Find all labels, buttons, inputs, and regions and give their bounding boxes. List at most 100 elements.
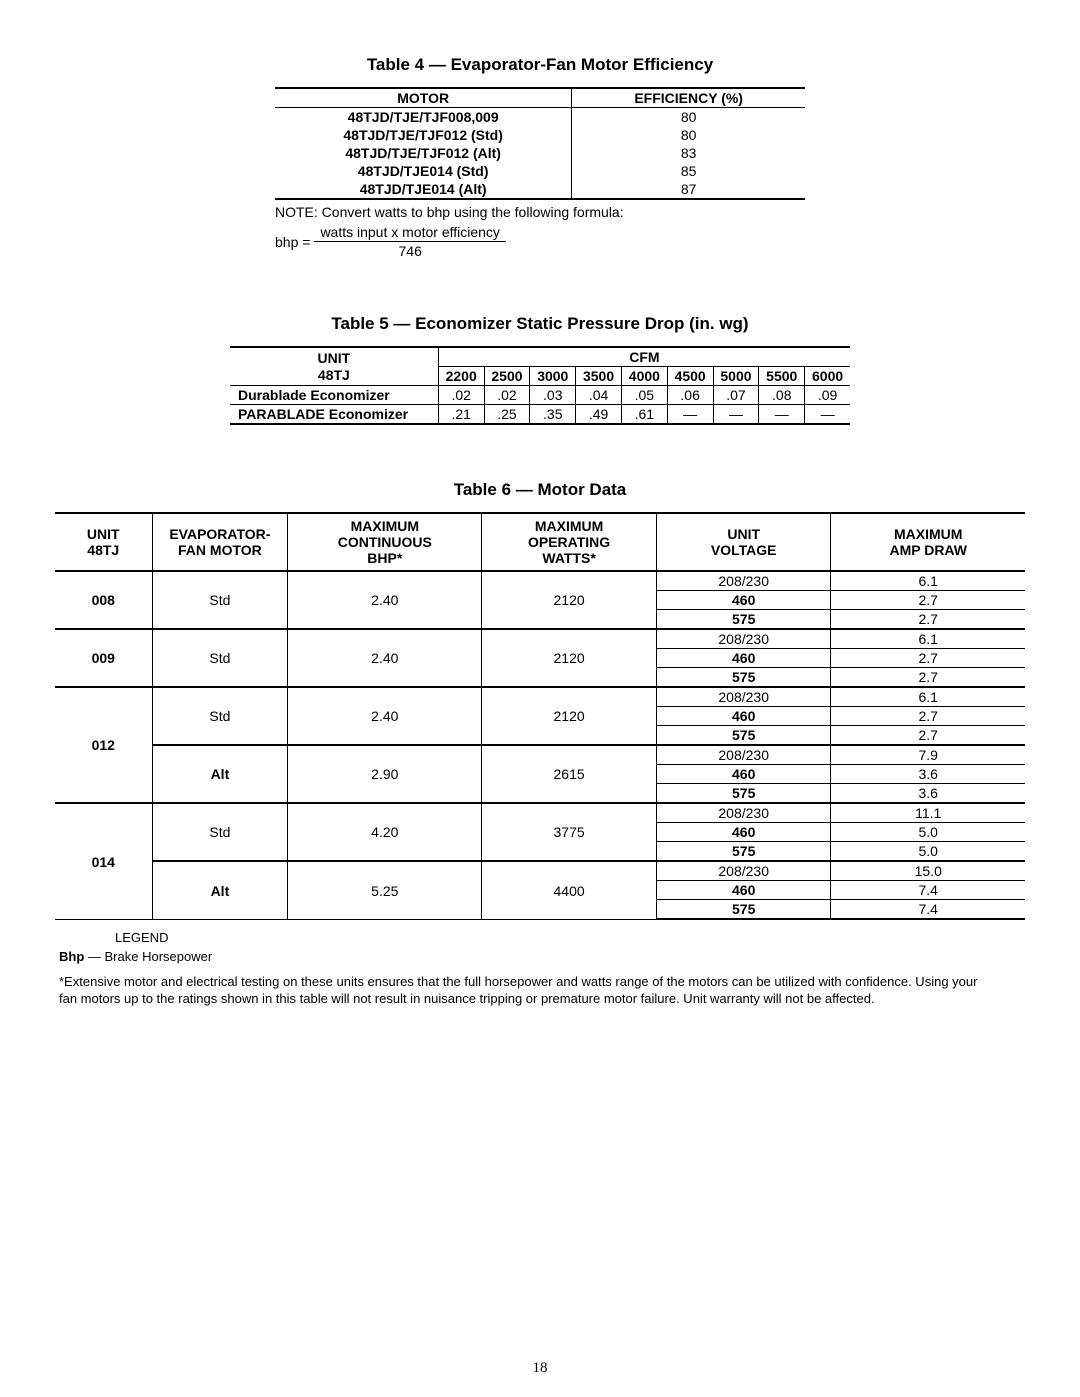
t5-cfm-col: 2500 <box>484 367 530 386</box>
table6: UNIT48TJEVAPORATOR-FAN MOTORMAXIMUMCONTI… <box>55 512 1025 920</box>
table4-formula: bhp = watts input x motor efficiency 746 <box>275 224 805 259</box>
table5-title: Table 5 — Economizer Static Pressure Dro… <box>55 314 1025 334</box>
t5-row-label: Durablade Economizer <box>230 386 438 405</box>
t6-bhp: 2.40 <box>288 687 482 745</box>
t6-head: MAXIMUMAMP DRAW <box>831 513 1025 571</box>
table4-title: Table 4 — Evaporator-Fan Motor Efficienc… <box>55 55 1025 75</box>
t4-cell: 80 <box>572 126 805 144</box>
t6-voltage: 460 <box>656 881 831 900</box>
t6-head: MAXIMUMOPERATINGWATTS* <box>482 513 657 571</box>
t5-cell: .02 <box>438 386 484 405</box>
t6-amp: 2.7 <box>831 649 1025 668</box>
t6-amp: 6.1 <box>831 687 1025 707</box>
t6-voltage: 460 <box>656 649 831 668</box>
t6-motor: Alt <box>152 861 288 919</box>
footnote: *Extensive motor and electrical testing … <box>59 974 999 1007</box>
t6-voltage: 575 <box>656 900 831 920</box>
t6-voltage: 575 <box>656 726 831 746</box>
t5-cell: — <box>805 405 850 425</box>
t6-amp: 5.0 <box>831 823 1025 842</box>
t6-watts: 3775 <box>482 803 657 861</box>
t6-motor: Std <box>152 803 288 861</box>
t5-cfm-col: 4000 <box>621 367 667 386</box>
t4-cell: 48TJD/TJE/TJF008,009 <box>275 108 572 127</box>
t5-cfm-col: 6000 <box>805 367 850 386</box>
t5-cell: — <box>713 405 759 425</box>
t4-cell: 83 <box>572 144 805 162</box>
t5-cfm-col: 2200 <box>438 367 484 386</box>
t5-cfm-col: 3000 <box>530 367 576 386</box>
t6-voltage: 575 <box>656 842 831 862</box>
t6-head: EVAPORATOR-FAN MOTOR <box>152 513 288 571</box>
t5-cell: .04 <box>576 386 622 405</box>
t5-cfm-col: 3500 <box>576 367 622 386</box>
t6-amp: 3.6 <box>831 765 1025 784</box>
table5: UNIT48TJ CFM 220025003000350040004500500… <box>230 346 850 425</box>
t6-motor: Std <box>152 687 288 745</box>
t5-cell: .08 <box>759 386 805 405</box>
t5-row-label: PARABLADE Economizer <box>230 405 438 425</box>
t5-cell: .05 <box>621 386 667 405</box>
table4: MOTOR EFFICIENCY (%) 48TJD/TJE/TJF008,00… <box>275 87 805 200</box>
t6-unit: 009 <box>55 629 152 687</box>
t5-cell: .21 <box>438 405 484 425</box>
formula-lhs: bhp = <box>275 234 310 250</box>
bhp-definition: Bhp — Brake Horsepower <box>59 949 1025 964</box>
t4-h-eff: EFFICIENCY (%) <box>572 88 805 108</box>
t6-watts: 2120 <box>482 687 657 745</box>
t5-cell: .09 <box>805 386 850 405</box>
t6-bhp: 4.20 <box>288 803 482 861</box>
t6-amp: 6.1 <box>831 571 1025 591</box>
t6-watts: 4400 <box>482 861 657 919</box>
t6-voltage: 208/230 <box>656 629 831 649</box>
t6-watts: 2615 <box>482 745 657 803</box>
t5-cell: .07 <box>713 386 759 405</box>
t6-head: UNIT48TJ <box>55 513 152 571</box>
t6-amp: 7.9 <box>831 745 1025 765</box>
t5-cell: .25 <box>484 405 530 425</box>
t5-cell: .06 <box>667 386 713 405</box>
t5-cell: .61 <box>621 405 667 425</box>
t6-amp: 2.7 <box>831 591 1025 610</box>
t5-cfm-col: 5000 <box>713 367 759 386</box>
t6-bhp: 2.90 <box>288 745 482 803</box>
t6-watts: 2120 <box>482 629 657 687</box>
t6-voltage: 460 <box>656 591 831 610</box>
t6-amp: 11.1 <box>831 803 1025 823</box>
t6-motor: Alt <box>152 745 288 803</box>
t4-cell: 87 <box>572 180 805 199</box>
t6-amp: 2.7 <box>831 668 1025 688</box>
page-number: 18 <box>0 1360 1080 1377</box>
t6-voltage: 208/230 <box>656 571 831 591</box>
t6-motor: Std <box>152 571 288 629</box>
t5-cell: .35 <box>530 405 576 425</box>
t6-voltage: 575 <box>656 610 831 630</box>
table6-title: Table 6 — Motor Data <box>55 480 1025 500</box>
t4-cell: 48TJD/TJE014 (Std) <box>275 162 572 180</box>
t5-cell: — <box>667 405 713 425</box>
formula-numerator: watts input x motor efficiency <box>314 224 505 242</box>
t6-unit: 008 <box>55 571 152 629</box>
t6-motor: Std <box>152 629 288 687</box>
t4-cell: 48TJD/TJE014 (Alt) <box>275 180 572 199</box>
t6-amp: 7.4 <box>831 900 1025 920</box>
t6-voltage: 575 <box>656 784 831 804</box>
t6-head: UNITVOLTAGE <box>656 513 831 571</box>
t6-amp: 2.7 <box>831 610 1025 630</box>
t4-cell: 48TJD/TJE/TJF012 (Alt) <box>275 144 572 162</box>
t6-voltage: 208/230 <box>656 803 831 823</box>
t6-voltage: 208/230 <box>656 745 831 765</box>
t6-amp: 2.7 <box>831 726 1025 746</box>
t6-unit: 012 <box>55 687 152 803</box>
t6-bhp: 5.25 <box>288 861 482 919</box>
t6-bhp: 2.40 <box>288 629 482 687</box>
t6-voltage: 460 <box>656 823 831 842</box>
t5-h-cfm: CFM <box>438 347 850 367</box>
t6-voltage: 575 <box>656 668 831 688</box>
t6-amp: 5.0 <box>831 842 1025 862</box>
legend-label: LEGEND <box>115 930 1025 945</box>
t6-amp: 7.4 <box>831 881 1025 900</box>
t5-cell: .49 <box>576 405 622 425</box>
table4-note: NOTE: Convert watts to bhp using the fol… <box>275 204 805 220</box>
formula-denominator: 746 <box>399 242 422 259</box>
